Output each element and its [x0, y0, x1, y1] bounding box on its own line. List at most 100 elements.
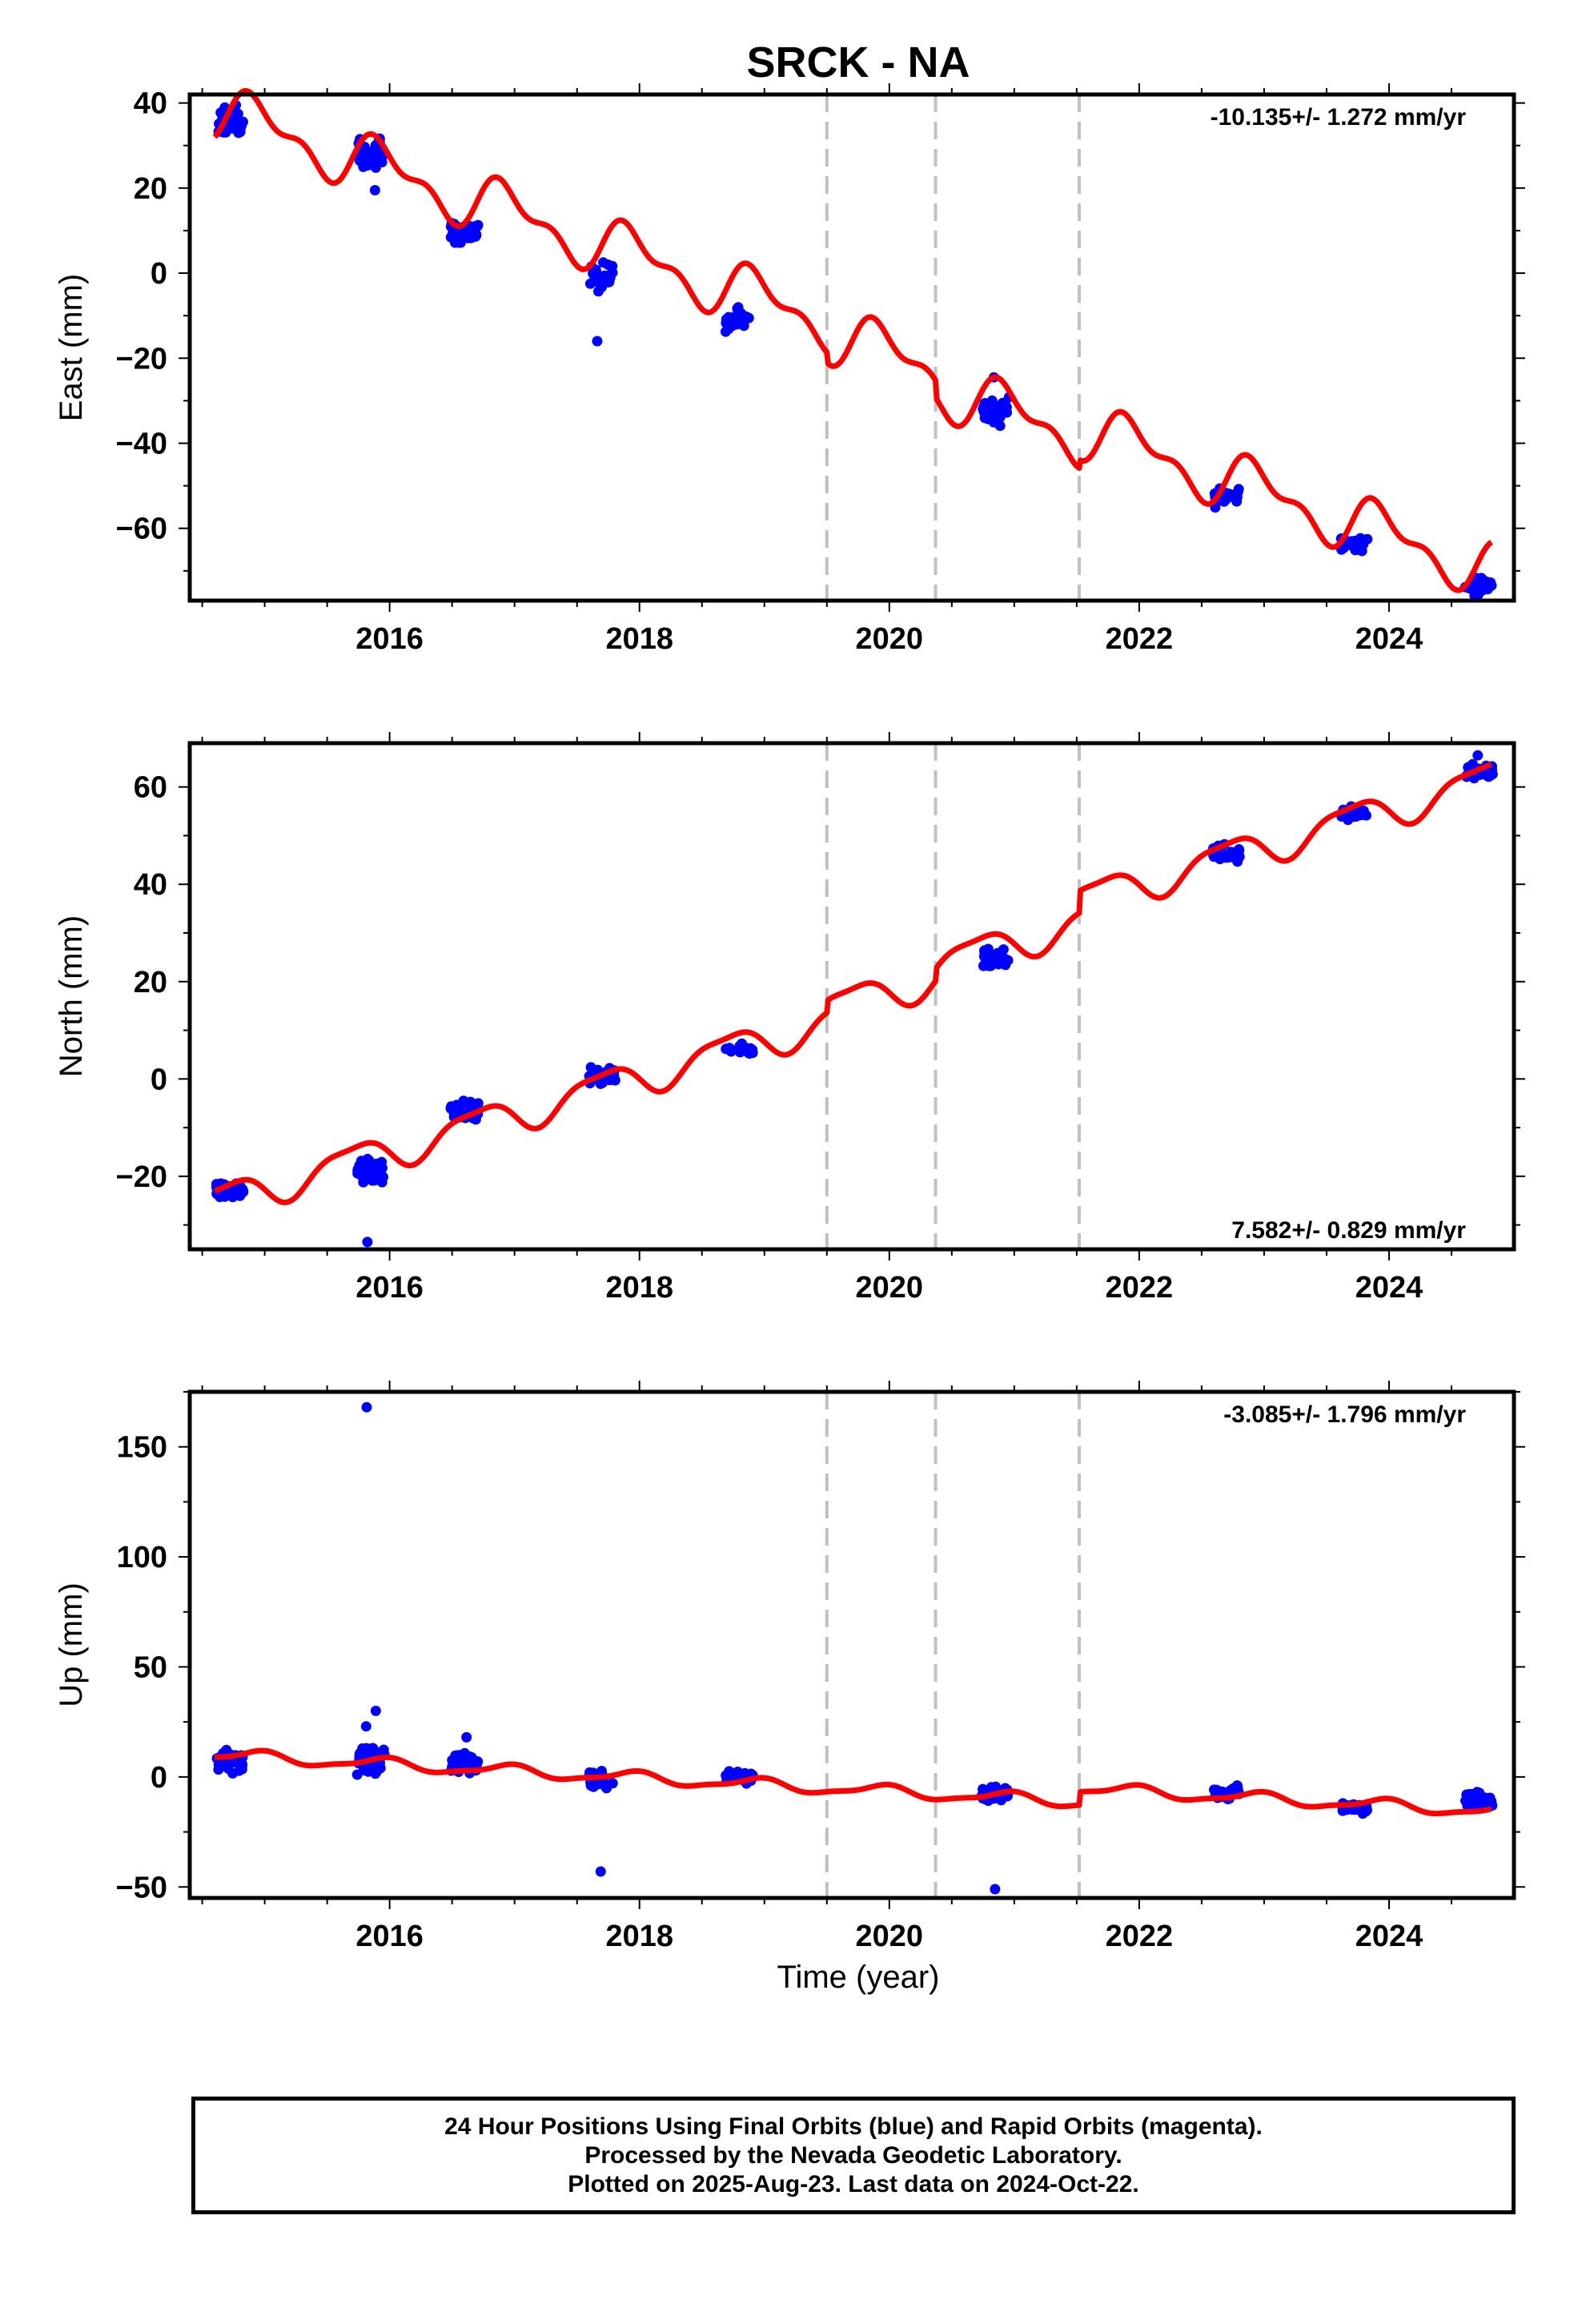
observation-point — [986, 956, 998, 967]
observation-cluster — [978, 372, 1014, 432]
observation-cluster — [584, 257, 618, 347]
y-axis-label: Up (mm) — [54, 1582, 89, 1707]
x-tick-label: 2024 — [1355, 622, 1423, 656]
x-tick-label: 2020 — [856, 622, 924, 656]
observation-point — [370, 162, 381, 173]
observation-point — [355, 156, 367, 167]
x-tick-label: 2022 — [1106, 1920, 1174, 1953]
observation-point — [596, 1766, 607, 1776]
observation-point — [747, 1047, 758, 1058]
observation-point — [355, 1156, 367, 1167]
y-tick-label: −60 — [116, 513, 167, 546]
observation-point — [978, 960, 989, 971]
panel-frame — [187, 92, 1516, 603]
footer-box: 24 Hour Positions Using Final Orbits (bl… — [191, 2097, 1516, 2214]
outlier-point — [362, 1236, 373, 1248]
observation-cluster — [1460, 1787, 1498, 1815]
y-tick-label: 150 — [117, 1431, 167, 1465]
observation-point — [1487, 769, 1498, 780]
observation-point — [215, 107, 227, 119]
observation-point — [979, 398, 990, 408]
observation-cluster — [351, 1401, 390, 1780]
observation-point — [978, 1784, 989, 1795]
observation-point — [584, 278, 596, 289]
y-tick-label: −20 — [116, 342, 167, 376]
panel-frame — [187, 1389, 1516, 1900]
observation-point — [1472, 585, 1483, 596]
y-tick-label: 100 — [117, 1541, 167, 1574]
observation-point — [1485, 577, 1496, 588]
x-tick-label: 2020 — [856, 1920, 924, 1953]
observation-point — [1231, 492, 1243, 503]
observation-point — [738, 313, 749, 324]
x-tick-label: 2022 — [1106, 622, 1174, 656]
panel-east: 2016 2018 2020 2022 2024 40 20 0 −20 −40 −60 East (… — [54, 83, 1525, 656]
y-tick-label: −40 — [116, 427, 167, 460]
observation-point — [363, 1155, 375, 1166]
x-tick-label: 2018 — [605, 1920, 673, 1953]
observation-point — [459, 1747, 470, 1759]
outlier-point — [1472, 750, 1484, 761]
observation-point — [585, 1780, 596, 1791]
y-tick-label: 0 — [151, 257, 167, 291]
outlier-point — [370, 1705, 381, 1716]
observation-point — [1217, 1786, 1228, 1797]
observation-point — [723, 324, 734, 334]
model-curve — [212, 88, 1493, 593]
model-curve — [213, 1747, 1493, 1817]
observation-point — [996, 1795, 1006, 1806]
x-tick-label: 2018 — [605, 622, 673, 656]
y-tick-label: 0 — [151, 1063, 167, 1096]
observation-point — [999, 404, 1010, 415]
observation-point — [471, 230, 482, 241]
observation-cluster — [721, 1038, 758, 1059]
x-tick-label: 2024 — [1355, 1920, 1423, 1953]
observation-point — [1002, 955, 1014, 966]
observation-point — [458, 1096, 469, 1107]
observation-point — [460, 231, 471, 243]
outlier-point — [360, 1721, 371, 1732]
x-tick-label: 2016 — [355, 1920, 424, 1953]
observation-point — [236, 119, 247, 130]
outlier-point — [361, 1401, 372, 1413]
observation-point — [371, 1767, 382, 1778]
y-tick-label: 20 — [134, 966, 167, 999]
panel-north: 2016 2018 2020 2022 2024 60 40 20 0 −20 North (mm)… — [54, 732, 1525, 1305]
chart-title: SRCK - NA — [747, 38, 970, 86]
observation-point — [376, 1176, 387, 1188]
observation-point — [988, 404, 998, 416]
observation-point — [734, 1042, 745, 1053]
observation-point — [604, 1075, 616, 1086]
rate-annotation: 7.582+/- 0.829 mm/yr — [1231, 1217, 1466, 1244]
y-tick-label: 0 — [151, 1761, 167, 1795]
x-tick-label: 2016 — [355, 622, 424, 656]
panel-up: 2016 2018 2020 2022 2024 150 100 50 0 −50 Up (mm) -… — [54, 1381, 1525, 1953]
y-axis-label: East (mm) — [54, 274, 89, 421]
model-curve — [213, 762, 1493, 1205]
outlier-point — [369, 185, 380, 195]
outlier-point — [595, 1866, 606, 1877]
observation-cluster — [978, 943, 1014, 971]
outlier-point — [990, 1884, 1001, 1895]
x-tick-label: 2020 — [856, 1271, 924, 1305]
observation-point — [1225, 1785, 1236, 1796]
y-tick-label: 40 — [134, 87, 167, 121]
observation-point — [368, 1743, 379, 1755]
x-tick-label: 2016 — [355, 1271, 424, 1305]
observation-cluster — [720, 302, 754, 337]
observation-point — [726, 1768, 737, 1779]
observation-point — [375, 154, 387, 165]
footer-line-1: 24 Hour Positions Using Final Orbits (bl… — [444, 2113, 1263, 2140]
observation-point — [373, 1162, 384, 1173]
observation-point — [603, 270, 614, 281]
observation-point — [1345, 810, 1355, 821]
observation-point — [472, 1098, 484, 1109]
observation-point — [1232, 856, 1243, 867]
y-axis-label: North (mm) — [54, 915, 89, 1077]
observation-point — [988, 416, 999, 428]
footer-line-3: Plotted on 2025-Aug-23. Last data on 202… — [568, 2170, 1139, 2197]
observation-point — [595, 1078, 606, 1089]
panel-frame — [187, 741, 1516, 1252]
footer-line-2: Processed by the Nevada Geodetic Laborat… — [584, 2141, 1122, 2169]
